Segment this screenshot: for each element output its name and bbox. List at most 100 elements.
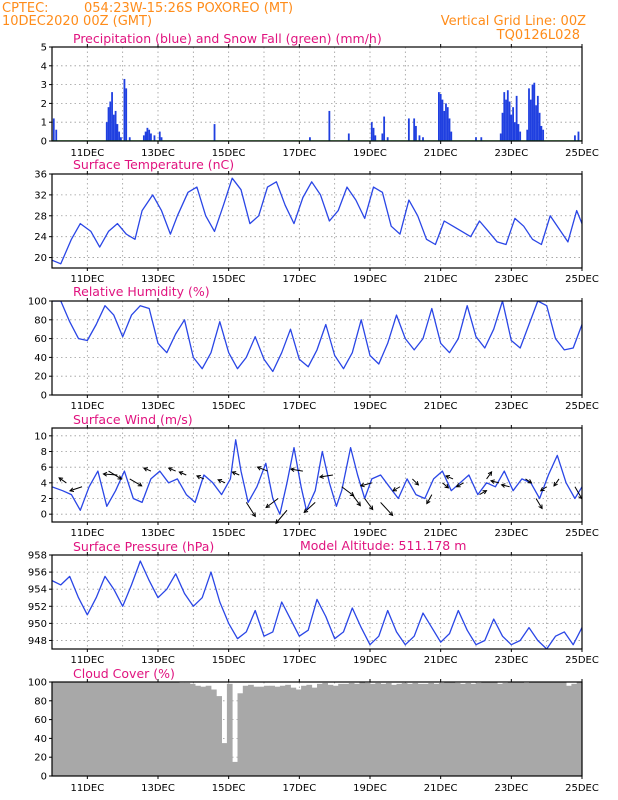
x-tick-label: 19DEC bbox=[353, 783, 387, 794]
x-tick-label: 11DEC bbox=[70, 148, 104, 159]
cloud-bar bbox=[295, 689, 302, 776]
precip-bar bbox=[142, 135, 145, 141]
cloud-bar bbox=[481, 682, 487, 776]
x-tick-label: 11DEC bbox=[70, 783, 104, 794]
panel-1: 0 1 2 3 4 5 Precipitation (blue) and Snow Fall… bbox=[41, 31, 599, 159]
wind-arrow bbox=[195, 475, 205, 480]
wind-arrow-head bbox=[359, 482, 365, 488]
x-tick-label: 11DEC bbox=[70, 274, 104, 285]
wind-arrow-shaft bbox=[245, 502, 256, 517]
cloud-bar bbox=[348, 682, 355, 776]
cloud-bar bbox=[311, 687, 318, 776]
x-tick-label: 17DEC bbox=[282, 655, 316, 666]
wind-arrow-shaft bbox=[412, 478, 419, 486]
wind-arrow bbox=[58, 477, 67, 484]
y-tick-label: 950 bbox=[28, 619, 47, 630]
cloud-bar bbox=[476, 682, 482, 776]
precip-bar bbox=[519, 131, 522, 141]
precip-bar bbox=[153, 135, 156, 141]
x-tick-label: 13DEC bbox=[141, 148, 175, 159]
wind-arrow bbox=[535, 498, 543, 510]
x-tick-label: 15DEC bbox=[212, 528, 246, 539]
precip-bar bbox=[439, 94, 442, 141]
y-tick-label: 20 bbox=[34, 753, 47, 764]
cloud-bar bbox=[285, 684, 291, 776]
precip-bar bbox=[535, 105, 537, 141]
wind-arrow bbox=[341, 486, 355, 497]
cloud-bar bbox=[306, 684, 313, 776]
precip-bar bbox=[370, 122, 373, 141]
wind-arrow-shaft bbox=[257, 466, 268, 472]
cloud-bar bbox=[343, 683, 350, 776]
precip-bar bbox=[128, 137, 131, 141]
wind-arrow-shaft bbox=[479, 490, 487, 496]
cloud-bar bbox=[460, 683, 466, 776]
wind-arrow-shaft bbox=[179, 471, 187, 476]
x-tick-label: 13DEC bbox=[141, 528, 175, 539]
cloud-bar bbox=[444, 682, 450, 776]
cloud-bar bbox=[523, 682, 530, 776]
x-tick-label: 25DEC bbox=[565, 655, 599, 666]
x-tick-label: 21DEC bbox=[424, 274, 458, 285]
cloud-bar bbox=[195, 685, 201, 776]
y-tick-label: 0 bbox=[41, 137, 47, 148]
wind-arrow bbox=[217, 479, 226, 484]
cloud-bar bbox=[396, 683, 403, 776]
plot-area bbox=[52, 560, 582, 649]
x-tick-label: 23DEC bbox=[494, 274, 528, 285]
precip-bar bbox=[529, 99, 532, 141]
x-tick-label: 21DEC bbox=[424, 655, 458, 666]
wind-arrow-head bbox=[318, 474, 324, 479]
cloud-bar bbox=[354, 683, 360, 776]
precip-bar bbox=[407, 118, 410, 141]
cloud-bar bbox=[375, 682, 381, 776]
wind-arrow bbox=[69, 486, 83, 492]
wind-arrow bbox=[142, 467, 152, 472]
x-tick-label: 17DEC bbox=[282, 148, 316, 159]
precip-bar bbox=[531, 84, 534, 141]
wind-arrow bbox=[500, 483, 510, 488]
wind-arrow-shaft bbox=[360, 482, 372, 487]
header-model-code: TQ0126L028 bbox=[496, 28, 580, 43]
precip-bar bbox=[144, 131, 147, 141]
cloud-bar bbox=[417, 683, 424, 776]
x-tick-label: 13DEC bbox=[141, 655, 175, 666]
y-tick-label: 32 bbox=[34, 190, 47, 201]
y-tick-label: 958 bbox=[28, 551, 47, 562]
wind-arrow-head bbox=[265, 503, 271, 509]
wind-arrow bbox=[303, 502, 316, 514]
wind-arrow-head bbox=[444, 483, 450, 489]
wind-arrow-shaft bbox=[525, 478, 532, 484]
cloud-bar bbox=[184, 682, 191, 776]
header-run-date: 10DEC2020 00Z (GMT) bbox=[2, 14, 152, 29]
y-tick-label: 40 bbox=[34, 734, 47, 745]
wind-arrow-head bbox=[388, 511, 394, 517]
precip-bar bbox=[512, 107, 514, 141]
wind-arrow-head bbox=[58, 477, 64, 482]
precip-bar bbox=[418, 135, 421, 141]
panel-3: 0 20 40 60 80 100 Relative Humidity (%) 11DEC 13… bbox=[28, 284, 599, 412]
wind-arrow bbox=[364, 498, 374, 511]
wind-arrow bbox=[289, 467, 303, 472]
cloud-bar bbox=[423, 683, 429, 776]
wind-arrow-head bbox=[553, 481, 558, 487]
wind-arrow-shaft bbox=[364, 498, 374, 510]
x-tick-label: 19DEC bbox=[353, 528, 387, 539]
cloud-bar bbox=[163, 682, 169, 776]
cloud-bar bbox=[555, 682, 562, 776]
wind-arrow bbox=[525, 478, 533, 484]
y-tick-label: 952 bbox=[28, 602, 47, 613]
x-tick-label: 13DEC bbox=[141, 274, 175, 285]
x-tick-label: 17DEC bbox=[282, 401, 316, 412]
precip-bar bbox=[515, 95, 518, 141]
wind-arrow-shaft bbox=[303, 502, 316, 513]
precip-bar bbox=[107, 107, 110, 141]
wind-arrow bbox=[231, 471, 240, 476]
cloud-bar bbox=[539, 682, 546, 776]
plot-area bbox=[52, 301, 582, 373]
y-tick-label: 28 bbox=[34, 211, 47, 222]
precip-bar bbox=[381, 133, 384, 141]
precip-bar bbox=[480, 137, 483, 141]
wind-arrow-shaft bbox=[217, 479, 226, 484]
precip-bar bbox=[443, 110, 446, 141]
